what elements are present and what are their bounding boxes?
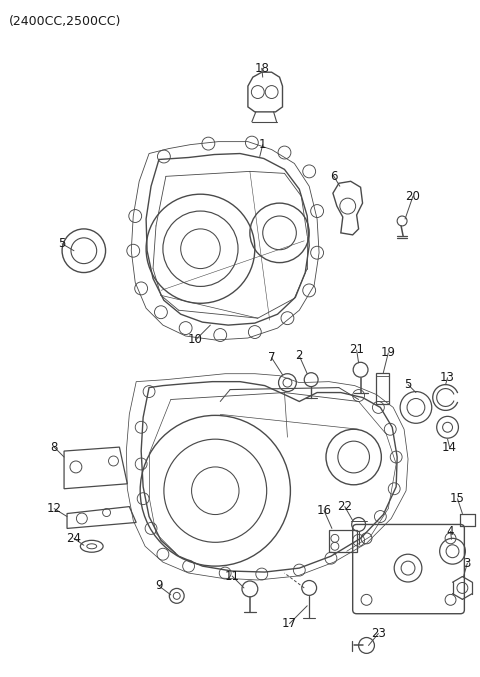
Bar [376, 373, 389, 404]
Text: 17: 17 [282, 617, 297, 630]
Text: 15: 15 [450, 492, 465, 505]
Text: 7: 7 [268, 351, 276, 364]
Text: 11: 11 [225, 569, 240, 582]
Text: 8: 8 [50, 441, 58, 454]
Text: 16: 16 [316, 504, 332, 517]
Text: 4: 4 [447, 525, 454, 538]
Bar [329, 530, 357, 552]
Text: 18: 18 [254, 62, 269, 74]
Text: (2400CC,2500CC): (2400CC,2500CC) [9, 15, 121, 28]
Text: 20: 20 [406, 190, 420, 202]
Text: 23: 23 [371, 627, 386, 640]
Text: 10: 10 [188, 334, 203, 347]
Text: 1: 1 [259, 138, 266, 151]
Text: 13: 13 [440, 371, 455, 384]
Text: 5: 5 [404, 378, 412, 391]
Text: 5: 5 [59, 237, 66, 250]
Text: 19: 19 [381, 347, 396, 359]
Text: 24: 24 [66, 532, 82, 545]
Text: 6: 6 [330, 170, 337, 183]
Text: 14: 14 [442, 441, 457, 454]
Text: 2: 2 [296, 349, 303, 362]
Text: 22: 22 [337, 500, 352, 513]
Text: 3: 3 [464, 556, 471, 569]
Text: 12: 12 [47, 502, 61, 515]
Text: 21: 21 [349, 343, 364, 356]
Text: 9: 9 [155, 580, 163, 592]
